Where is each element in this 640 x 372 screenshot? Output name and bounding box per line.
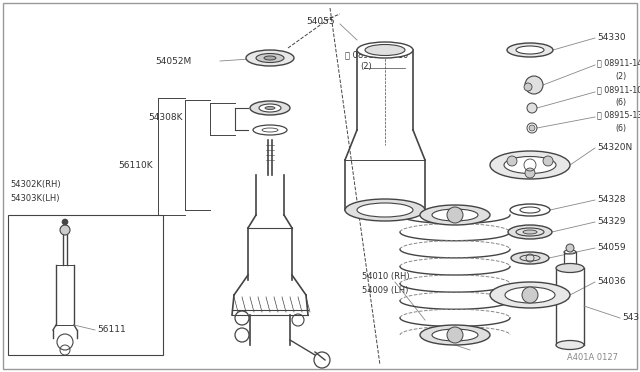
Text: 54329: 54329 (597, 218, 625, 227)
Ellipse shape (504, 157, 556, 173)
Ellipse shape (490, 282, 570, 308)
Ellipse shape (246, 50, 294, 66)
Ellipse shape (556, 263, 584, 273)
Ellipse shape (250, 101, 290, 115)
Text: 54036: 54036 (597, 278, 626, 286)
Text: (6): (6) (615, 99, 626, 108)
Circle shape (524, 83, 532, 91)
Text: Ⓝ 08911-14210: Ⓝ 08911-14210 (597, 58, 640, 67)
Ellipse shape (264, 56, 276, 60)
Text: (2): (2) (615, 71, 627, 80)
Text: Ⓦ 08915-13B10: Ⓦ 08915-13B10 (597, 110, 640, 119)
Circle shape (60, 225, 70, 235)
Circle shape (525, 168, 535, 178)
Ellipse shape (365, 45, 405, 55)
Ellipse shape (265, 106, 275, 109)
Circle shape (527, 103, 537, 113)
Circle shape (507, 156, 517, 166)
Ellipse shape (490, 151, 570, 179)
Ellipse shape (505, 287, 555, 303)
Text: 54313: 54313 (622, 314, 640, 323)
Text: Ⓝ 08911-10810: Ⓝ 08911-10810 (597, 86, 640, 94)
Ellipse shape (508, 225, 552, 239)
Circle shape (447, 207, 463, 223)
Text: 56110K: 56110K (118, 160, 152, 170)
Ellipse shape (507, 43, 553, 57)
Text: 56111: 56111 (97, 326, 125, 334)
Ellipse shape (259, 104, 281, 112)
Ellipse shape (357, 203, 413, 217)
Ellipse shape (432, 209, 478, 221)
Text: 54059: 54059 (597, 244, 626, 253)
Circle shape (529, 125, 535, 131)
Ellipse shape (345, 199, 425, 221)
Text: 54303K(LH): 54303K(LH) (10, 193, 60, 202)
Ellipse shape (523, 230, 537, 234)
Ellipse shape (516, 46, 544, 54)
Circle shape (62, 219, 68, 225)
Text: 54055: 54055 (307, 17, 335, 26)
Circle shape (447, 327, 463, 343)
Ellipse shape (420, 325, 490, 345)
Ellipse shape (256, 54, 284, 62)
Text: 54010 (RH): 54010 (RH) (362, 273, 410, 282)
Ellipse shape (357, 42, 413, 58)
Circle shape (566, 244, 574, 252)
Text: A401A 0127: A401A 0127 (567, 353, 618, 362)
Bar (8, 215, 163, 355)
Text: 54302K(RH): 54302K(RH) (10, 180, 61, 189)
Ellipse shape (556, 340, 584, 350)
Text: 54052M: 54052M (155, 57, 191, 65)
Text: 54328: 54328 (597, 196, 625, 205)
Text: (2): (2) (360, 62, 372, 71)
Circle shape (543, 156, 553, 166)
Text: 54330: 54330 (597, 33, 626, 42)
Text: 54308K: 54308K (148, 113, 182, 122)
Text: 54320N: 54320N (597, 144, 632, 153)
Circle shape (525, 76, 543, 94)
Circle shape (522, 287, 538, 303)
Ellipse shape (420, 205, 490, 225)
Ellipse shape (511, 252, 549, 264)
Text: (6): (6) (615, 124, 626, 132)
Text: 54009 (LH): 54009 (LH) (362, 285, 408, 295)
Text: Ⓜ 08915-14210: Ⓜ 08915-14210 (345, 51, 408, 60)
Ellipse shape (432, 329, 478, 341)
